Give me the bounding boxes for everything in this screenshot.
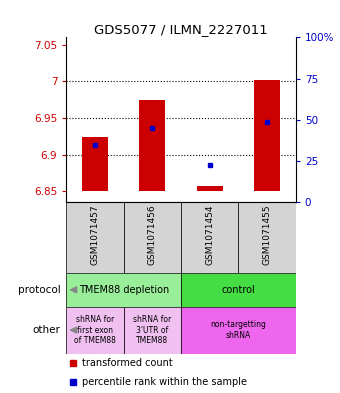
Bar: [181, 273, 296, 307]
Bar: [66, 307, 124, 354]
Bar: [254, 80, 280, 191]
Text: GSM1071456: GSM1071456: [148, 204, 157, 265]
Text: TMEM88 depletion: TMEM88 depletion: [79, 285, 169, 295]
Text: transformed count: transformed count: [82, 358, 173, 367]
Text: GSM1071455: GSM1071455: [262, 204, 272, 265]
Text: percentile rank within the sample: percentile rank within the sample: [82, 377, 248, 387]
Text: GSM1071454: GSM1071454: [205, 204, 214, 265]
Text: GSM1071457: GSM1071457: [90, 204, 100, 265]
Bar: [66, 202, 124, 273]
Bar: [66, 273, 181, 307]
Bar: [124, 202, 181, 273]
Bar: [124, 307, 181, 354]
Bar: [181, 202, 238, 273]
Text: shRNA for
first exon
of TMEM88: shRNA for first exon of TMEM88: [74, 315, 116, 345]
Bar: [139, 101, 165, 191]
Text: control: control: [222, 285, 255, 295]
Bar: [82, 137, 108, 191]
Text: protocol: protocol: [18, 285, 61, 295]
Text: non-targetting
shRNA: non-targetting shRNA: [210, 320, 266, 340]
Text: other: other: [33, 325, 61, 335]
Bar: [181, 307, 296, 354]
Title: GDS5077 / ILMN_2227011: GDS5077 / ILMN_2227011: [94, 23, 268, 36]
Text: shRNA for
3'UTR of
TMEM88: shRNA for 3'UTR of TMEM88: [133, 315, 171, 345]
Bar: [238, 202, 296, 273]
Bar: [197, 186, 223, 191]
